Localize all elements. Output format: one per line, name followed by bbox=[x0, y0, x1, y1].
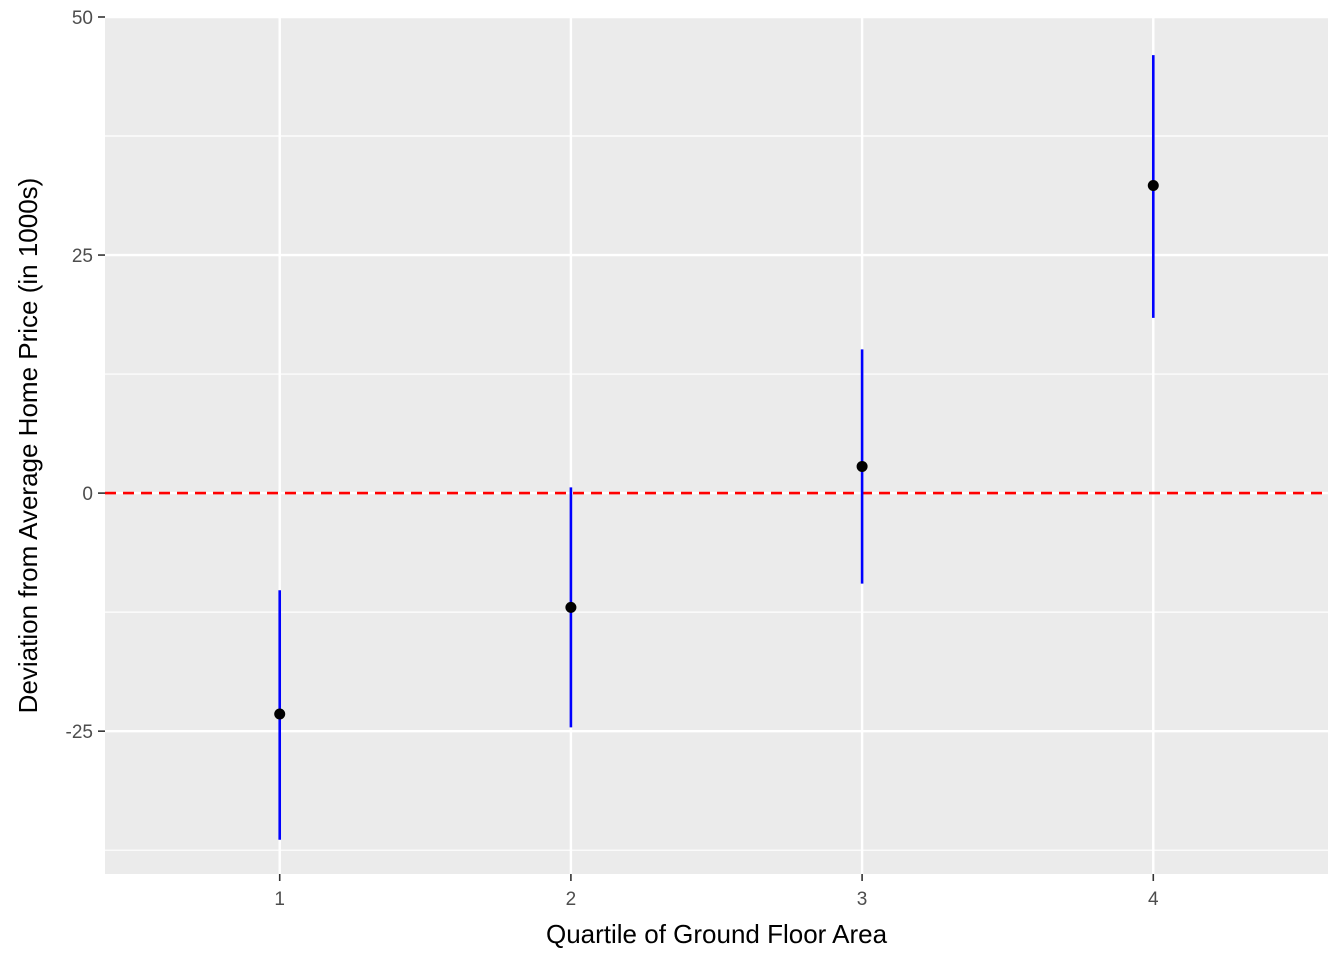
y-tick-label: 50 bbox=[72, 8, 93, 29]
plot-panel-background bbox=[105, 17, 1328, 874]
data-point bbox=[856, 460, 868, 472]
data-point bbox=[565, 601, 577, 613]
data-point bbox=[274, 708, 286, 720]
x-tick-label: 2 bbox=[566, 889, 577, 910]
x-tick-label: 1 bbox=[274, 889, 285, 910]
y-axis-title: Deviation from Average Home Price (in 10… bbox=[13, 178, 43, 714]
x-axis-title: Quartile of Ground Floor Area bbox=[546, 919, 888, 949]
x-tick-label: 4 bbox=[1148, 889, 1159, 910]
data-layer bbox=[274, 55, 1159, 840]
x-tick-label: 3 bbox=[857, 889, 868, 910]
y-tick-label: -25 bbox=[66, 722, 93, 743]
y-tick-label: 25 bbox=[72, 246, 93, 267]
axes: -25 0 25 50 1 2 3 4 bbox=[66, 8, 1159, 910]
data-point bbox=[1147, 180, 1159, 192]
y-tick-label: 0 bbox=[82, 484, 93, 505]
